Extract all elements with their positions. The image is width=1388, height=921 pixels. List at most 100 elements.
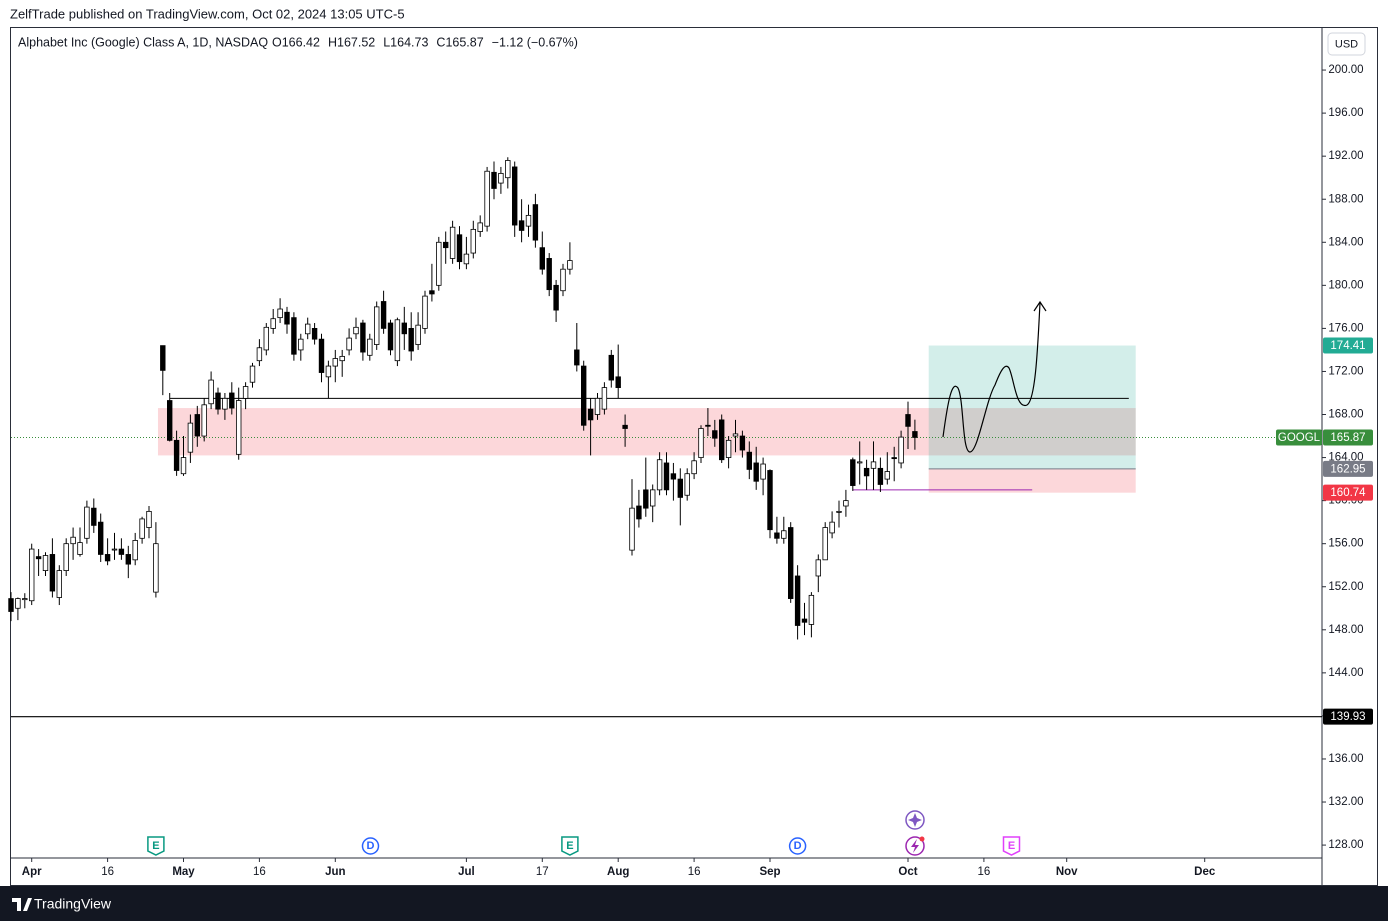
publish-note: ZelfTrade published on TradingView.com, … <box>10 6 405 21</box>
candle-body <box>256 347 263 362</box>
candle-body <box>304 323 311 335</box>
event-badge[interactable] <box>788 837 807 855</box>
plot: Alphabet Inc (Google) Class A, 1D, NASDA… <box>8 35 1373 878</box>
candle-body <box>560 268 566 292</box>
x-tick-label: Apr <box>22 866 42 878</box>
event-label: D <box>367 840 375 852</box>
x-tick-label: 16 <box>101 866 114 878</box>
candle-body <box>401 322 407 335</box>
candle-body <box>491 171 497 189</box>
candle-body <box>912 431 918 438</box>
candle-body <box>794 575 801 626</box>
y-tick-label: 188.00 <box>1328 193 1363 205</box>
candle-body <box>801 618 808 623</box>
y-tick-label: 176.00 <box>1328 322 1363 334</box>
candle-body <box>235 400 242 455</box>
event-badge[interactable] <box>361 837 380 855</box>
candle-body <box>194 414 200 437</box>
candle-body <box>829 521 835 534</box>
candle-body <box>719 419 725 461</box>
candle-body <box>173 439 180 471</box>
candle-body <box>622 424 628 429</box>
candle-body <box>650 489 656 507</box>
x-tick-label: Sep <box>759 866 780 878</box>
candle-body <box>656 459 663 491</box>
split-bolt <box>911 839 919 853</box>
candle-body <box>49 554 56 592</box>
candle-body <box>353 326 359 335</box>
candle-body <box>498 172 504 184</box>
candle-body <box>512 166 518 226</box>
candle-body <box>567 260 573 270</box>
candle-body <box>705 424 711 427</box>
candle-body <box>242 386 249 399</box>
candle-body <box>201 404 207 437</box>
candle-body <box>415 324 421 345</box>
x-tick-label: 16 <box>688 866 701 878</box>
candle-body <box>587 408 594 421</box>
candle-body <box>77 542 83 555</box>
candle-body <box>477 222 483 232</box>
brand: TradingView <box>34 896 112 912</box>
candle-body <box>263 326 269 351</box>
candle-body <box>153 543 159 593</box>
candle-body <box>160 345 166 371</box>
event-badge[interactable] <box>147 836 165 856</box>
candle-body <box>346 337 352 351</box>
candle-body <box>146 510 152 528</box>
candle-body <box>532 204 539 241</box>
candle-body <box>594 397 601 415</box>
zone <box>157 408 1136 456</box>
currency-button[interactable] <box>1327 32 1366 56</box>
candle-body <box>449 226 456 259</box>
candle-body <box>208 379 214 405</box>
candle-body <box>118 548 125 555</box>
candle-body <box>836 510 842 513</box>
y-tick-label: 172.00 <box>1328 365 1363 377</box>
x-tick-label: Aug <box>607 866 629 878</box>
candle-body <box>125 554 131 565</box>
candle-body <box>139 518 145 539</box>
candle-body <box>35 556 42 560</box>
candle-body <box>277 308 283 319</box>
x-tick-label: Nov <box>1056 866 1078 878</box>
candle-body <box>484 170 490 227</box>
candle-body <box>615 376 621 389</box>
event-badge[interactable] <box>1002 836 1021 856</box>
candle-body <box>222 397 228 410</box>
candle-body <box>905 414 911 427</box>
candle-body <box>284 311 290 325</box>
y-tick-label: 196.00 <box>1328 107 1363 119</box>
candle-body <box>725 439 732 458</box>
legend-value: −1.12 (−0.67%) <box>492 35 578 49</box>
candle-body <box>63 543 69 571</box>
candle-body <box>898 436 904 464</box>
candle-body <box>84 506 90 539</box>
event-badge[interactable] <box>561 836 579 856</box>
candle-body <box>712 430 718 439</box>
projection-arrow <box>1033 300 1047 312</box>
candle-body <box>808 594 815 625</box>
y-tick-label: 128.00 <box>1328 839 1363 851</box>
candle-body <box>298 338 304 351</box>
candle-body <box>8 598 14 612</box>
candle-body <box>318 338 325 373</box>
candle-body <box>408 327 414 352</box>
entry-label-box <box>1323 460 1373 477</box>
candle-body <box>525 214 532 227</box>
candle-body <box>505 160 511 179</box>
candle-body <box>636 505 642 520</box>
candle-body <box>698 428 704 458</box>
candle-body <box>601 387 608 410</box>
candle-body <box>608 354 614 381</box>
news-star <box>908 813 922 827</box>
stop-label: 160.74 <box>1330 487 1366 499</box>
candle-body <box>28 548 35 602</box>
y-tick-label: 132.00 <box>1328 796 1363 808</box>
legend-value: H167.52 <box>328 35 375 49</box>
candle-body <box>70 536 76 545</box>
candle-body <box>843 500 849 507</box>
candle-body <box>739 435 746 451</box>
candle-body <box>870 461 877 469</box>
candle-body <box>311 327 318 340</box>
